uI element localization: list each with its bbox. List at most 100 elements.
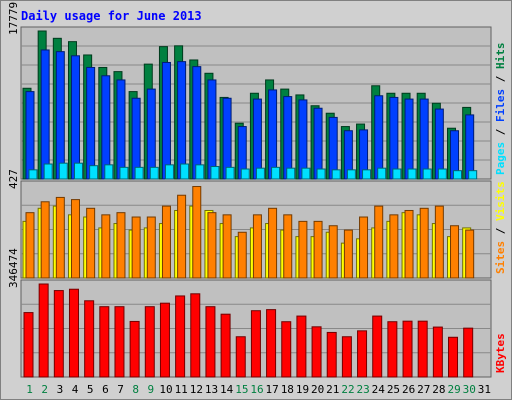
bar-pages [43,163,53,180]
bar-files [146,88,156,180]
bar-pages [89,165,99,180]
day-label: 20 [311,383,324,396]
bar-kbytes [463,327,474,378]
bar-kbytes [205,306,216,378]
bar-pages [468,170,478,180]
bar-sites [86,207,96,279]
bar-files [55,51,65,180]
bar-pages [301,167,311,180]
bar-kbytes [296,315,307,378]
bar-pages [392,168,402,180]
bar-sites [328,225,338,279]
day-label: 24 [372,383,386,396]
legend-visits: Visits [494,181,507,221]
bar-kbytes [68,288,79,378]
day-label: 12 [190,383,203,396]
legend-files: Files [494,89,507,122]
bar-pages [104,164,114,180]
bar-kbytes [326,331,337,378]
bar-files [252,98,262,180]
day-label: 31 [478,383,491,396]
day-label: 3 [57,383,64,396]
bar-files [465,114,475,180]
bar-pages [437,168,447,180]
day-label: 27 [417,383,430,396]
bar-pages [271,166,281,180]
day-label: 21 [326,383,339,396]
bar-sites [252,214,262,279]
day-label: 19 [296,383,309,396]
bar-sites [131,216,141,279]
day-label: 17 [266,383,279,396]
bar-files [404,98,414,180]
bar-sites [101,214,111,279]
bar-sites [161,205,171,279]
bar-sites [40,201,50,279]
bar-files [70,55,80,180]
bar-pages [422,168,432,180]
bar-sites [374,205,384,279]
bar-sites [419,207,429,279]
bar-kbytes [53,290,64,378]
bar-kbytes [341,336,352,378]
bar-sites [404,209,414,279]
bar-pages [453,170,463,180]
bar-pages [362,169,372,180]
bar-kbytes [372,315,383,378]
day-label: 26 [402,383,415,396]
legend-pages: Pages [494,142,507,175]
day-label: 29 [447,383,460,396]
bar-sites [268,207,278,279]
day-label: 22 [341,383,354,396]
bar-pages [73,162,83,180]
bar-files [207,79,217,180]
bar-files [86,66,96,180]
bar-pages [164,164,174,180]
bar-kbytes [311,326,322,378]
bar-sites [177,194,187,279]
bar-kbytes [190,293,201,378]
bar-sites [222,214,232,279]
bar-kbytes [281,321,292,378]
series-legend-requests: Pages / Files / Hits [494,43,507,176]
bar-kbytes [448,336,459,378]
day-label: 28 [432,383,445,396]
bar-sites [116,212,126,279]
day-label: 15 [235,383,248,396]
bar-pages [149,166,159,180]
bar-sites [359,216,369,279]
day-label: 9 [148,383,155,396]
day-label: 23 [357,383,370,396]
bar-sites [343,229,353,279]
day-label: 18 [281,383,294,396]
day-label: 25 [387,383,400,396]
bar-sites [146,216,156,279]
bar-kbytes [402,320,413,378]
day-label: 16 [250,383,263,396]
bar-files [25,91,35,180]
bar-files [161,61,171,180]
bar-pages [346,169,356,180]
bar-files [374,95,384,180]
bar-kbytes [235,336,246,378]
bar-pages [195,164,205,180]
bar-files [283,96,293,180]
bar-sites [434,205,444,279]
day-label: 2 [41,383,48,396]
bar-pages [210,166,220,180]
bar-pages [58,162,68,180]
bar-pages [28,169,38,180]
day-label: 6 [102,383,109,396]
day-label: 7 [117,383,124,396]
bar-kbytes [38,283,49,378]
series-legend-transfer: KBytes [494,333,507,373]
bar-pages [255,167,265,180]
bar-sites [55,196,65,279]
bar-sites [237,231,247,279]
bar-sites [70,199,80,279]
bar-kbytes [144,306,155,378]
bar-pages [331,169,341,180]
bar-kbytes [417,320,428,378]
bar-sites [283,214,293,279]
